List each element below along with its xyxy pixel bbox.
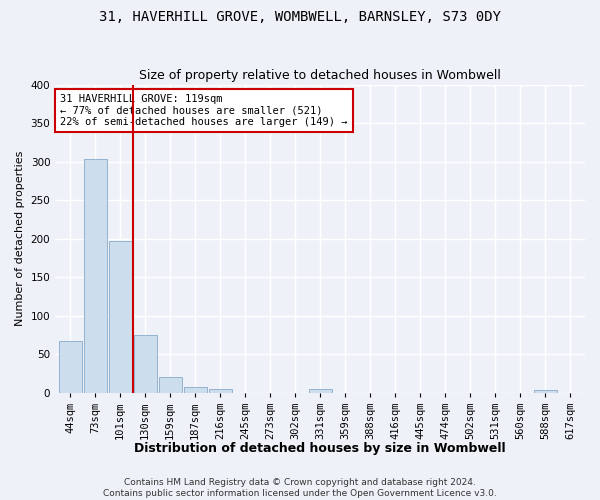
Bar [533,390,557,392]
Bar [308,389,332,392]
Title: Size of property relative to detached houses in Wombwell: Size of property relative to detached ho… [139,69,501,82]
Text: 31 HAVERHILL GROVE: 119sqm
← 77% of detached houses are smaller (521)
22% of sem: 31 HAVERHILL GROVE: 119sqm ← 77% of deta… [61,94,348,127]
Bar [209,389,232,392]
Bar [158,378,182,392]
Bar [83,160,107,392]
X-axis label: Distribution of detached houses by size in Wombwell: Distribution of detached houses by size … [134,442,506,455]
Bar [184,386,206,392]
Text: 31, HAVERHILL GROVE, WOMBWELL, BARNSLEY, S73 0DY: 31, HAVERHILL GROVE, WOMBWELL, BARNSLEY,… [99,10,501,24]
Text: Contains HM Land Registry data © Crown copyright and database right 2024.
Contai: Contains HM Land Registry data © Crown c… [103,478,497,498]
Bar [59,341,82,392]
Bar [134,335,157,392]
Y-axis label: Number of detached properties: Number of detached properties [15,151,25,326]
Bar [109,241,131,392]
